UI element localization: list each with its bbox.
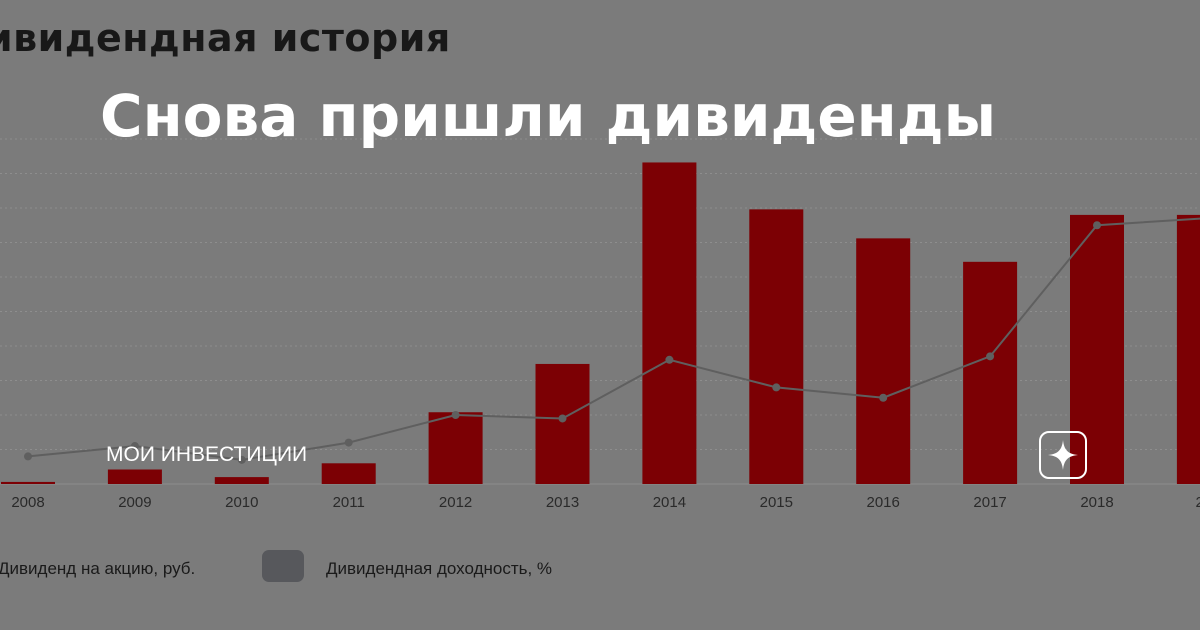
- yield-point-2015: [772, 383, 781, 392]
- legend: Дивиденд на акцию, руб. Дивидендная дохо…: [0, 548, 1200, 588]
- yield-point-2010: [237, 455, 246, 464]
- x-tick-label: 2014: [653, 494, 686, 511]
- bar-20: [1176, 214, 1200, 484]
- bar-series: [1, 162, 1200, 484]
- bar-2017: [963, 261, 1018, 484]
- x-tick-label: 2018: [1080, 494, 1113, 511]
- x-tick-label: 20: [1196, 494, 1200, 511]
- yield-point-2013: [558, 414, 567, 423]
- yield-point-2016: [879, 393, 888, 402]
- chart-title: ивидендная история: [0, 16, 451, 60]
- x-axis: 2008 2009 2010 2011 2012 2013 2014 2015 2016 2017…: [11, 494, 1200, 511]
- line-series: [24, 217, 1200, 464]
- bar-2009: [107, 469, 162, 484]
- yield-point-2008: [24, 452, 32, 461]
- yield-point-2014: [665, 355, 674, 364]
- bar-2012: [428, 412, 483, 484]
- sparkle-icon[interactable]: [1039, 431, 1087, 479]
- bar-2013: [535, 363, 590, 484]
- x-tick-label: 2011: [333, 494, 365, 511]
- x-tick-label: 2017: [973, 494, 1006, 511]
- bar-2015: [749, 209, 804, 484]
- legend-label-dividend: Дивиденд на акцию, руб.: [0, 559, 196, 578]
- x-tick-label: 2012: [439, 494, 472, 511]
- x-tick-label: 2009: [118, 494, 151, 511]
- yield-line: [27, 217, 1200, 461]
- yield-point-2017: [986, 352, 995, 361]
- yield-point-2009: [130, 442, 139, 451]
- legend-swatch-yield: [262, 550, 304, 582]
- yield-point-2011: [344, 438, 353, 447]
- headline: Снова пришли дивиденды: [100, 82, 997, 150]
- gridlines: [0, 138, 1200, 485]
- legend-label-yield: Дивидендная доходность, %: [326, 559, 553, 578]
- bar-2010: [214, 477, 269, 484]
- x-tick-label: 2008: [11, 494, 44, 511]
- bar-2011: [321, 463, 376, 484]
- yield-point-2012: [451, 411, 460, 419]
- x-tick-label: 2015: [760, 494, 793, 511]
- x-tick-label: 2010: [225, 494, 258, 511]
- x-tick-label: 2013: [546, 494, 579, 511]
- yield-point-2018: [1093, 221, 1101, 230]
- x-tick-label: 2016: [867, 494, 900, 511]
- bar-2016: [856, 238, 911, 484]
- bar-2008: [1, 481, 55, 484]
- bar-2014: [642, 162, 697, 484]
- channel-name[interactable]: МОИ ИНВЕСТИЦИИ: [106, 443, 308, 466]
